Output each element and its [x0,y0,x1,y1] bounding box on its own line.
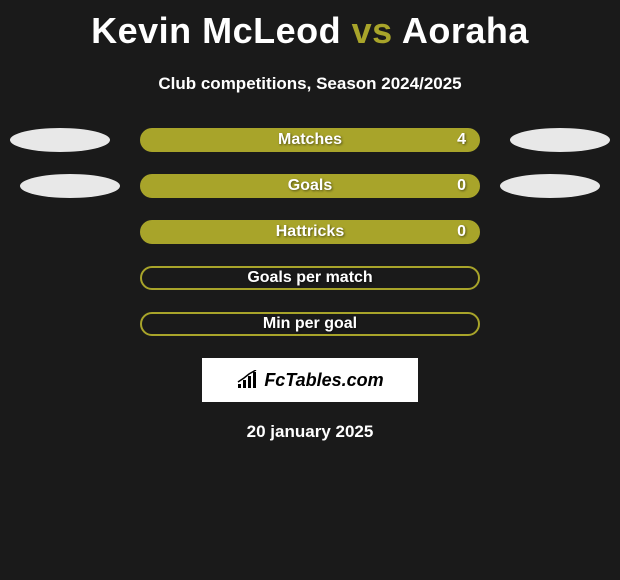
date-text: 20 january 2025 [0,422,620,442]
stats-container: Matches 4 Goals 0 Hattricks 0 Goals per … [0,128,620,336]
bar-goals-per-match: Goals per match [140,266,480,290]
stat-row-min-per-goal: Min per goal [0,312,620,336]
stat-row-hattricks: Hattricks 0 [0,220,620,244]
stat-row-matches: Matches 4 [0,128,620,152]
bar-hattricks: Hattricks 0 [140,220,480,244]
chart-icon [236,370,260,390]
logo-content: FcTables.com [236,370,383,391]
player1-name: Kevin McLeod [91,10,341,51]
bar-value-goals: 0 [457,177,466,195]
stat-row-goals-per-match: Goals per match [0,266,620,290]
bar-label-goals-per-match: Goals per match [247,269,372,287]
bar-matches: Matches 4 [140,128,480,152]
bar-min-per-goal: Min per goal [140,312,480,336]
logo-text: FcTables.com [264,370,383,391]
bar-label-matches: Matches [278,131,342,149]
vs-text: vs [352,10,393,51]
ellipse-right-matches [510,128,610,152]
ellipse-right-goals [500,174,600,198]
ellipse-left-matches [10,128,110,152]
bar-value-hattricks: 0 [457,223,466,241]
stat-row-goals: Goals 0 [0,174,620,198]
ellipse-left-goals [20,174,120,198]
bar-label-hattricks: Hattricks [276,223,344,241]
comparison-title: Kevin McLeod vs Aoraha [0,0,620,52]
bar-value-matches: 4 [457,131,466,149]
logo-box: FcTables.com [202,358,418,402]
bar-goals: Goals 0 [140,174,480,198]
player2-name: Aoraha [402,10,529,51]
bar-label-goals: Goals [288,177,332,195]
bar-label-min-per-goal: Min per goal [263,315,357,333]
subtitle-text: Club competitions, Season 2024/2025 [0,74,620,94]
